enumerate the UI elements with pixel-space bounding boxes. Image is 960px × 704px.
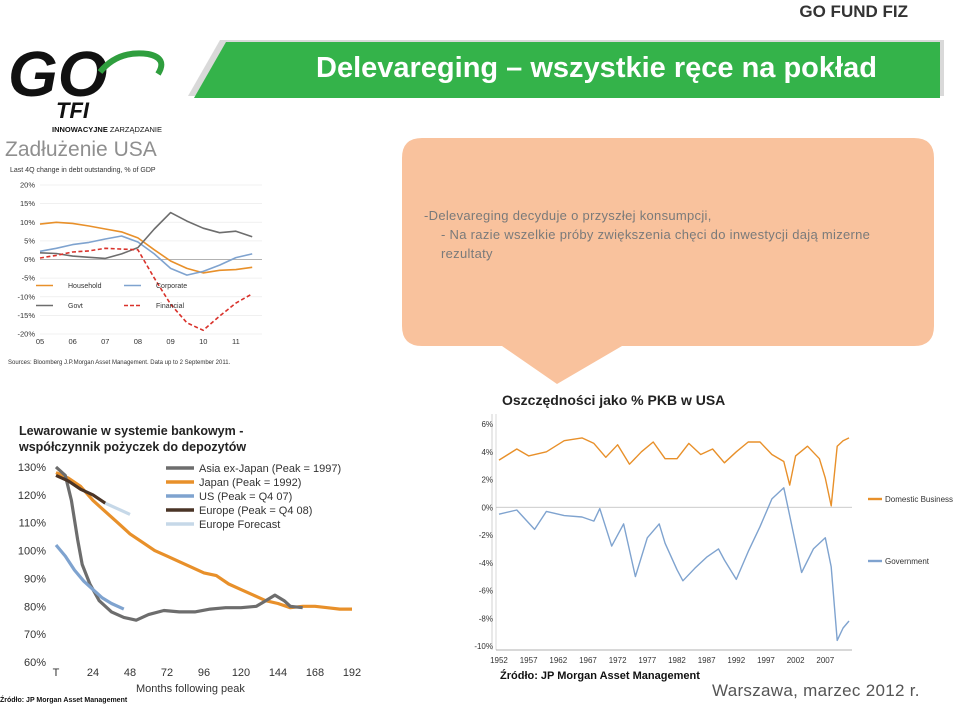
chart-sav-xtick: 1957 bbox=[520, 656, 538, 665]
chart-debt-series-corporate bbox=[39, 235, 253, 276]
chart-sav-ytick: -8% bbox=[479, 614, 493, 623]
chart-lev-ytick: 120% bbox=[18, 490, 46, 502]
chart-sav-xtick: 2007 bbox=[816, 656, 834, 665]
chart-sav-legend-label: Government bbox=[885, 557, 930, 566]
chart-sav-ytick: -2% bbox=[479, 531, 493, 540]
chart-sav-legend-label: Domestic Business bbox=[885, 495, 953, 504]
chart-debt-ytick: -15% bbox=[17, 311, 35, 320]
chart-debt-xtick: 08 bbox=[134, 337, 142, 346]
chart-lev-ytick: 130% bbox=[18, 462, 46, 474]
bubble-line-2: - Na razie wszelkie próby zwiększenia ch… bbox=[441, 227, 871, 261]
chart-debt-xtick: 07 bbox=[101, 337, 109, 346]
chart-lev-xtick: 96 bbox=[198, 667, 210, 679]
chart-debt-ytick: 0% bbox=[24, 255, 35, 264]
chart-debt-legend-label: Govt bbox=[68, 303, 83, 310]
chart-sav-source: Źródło: JP Morgan Asset Management bbox=[500, 669, 700, 682]
chart-lev-ytick: 110% bbox=[19, 518, 47, 530]
chart-sav-ytick: 0% bbox=[481, 503, 493, 512]
chart-sav-xtick: 1977 bbox=[638, 656, 656, 665]
chart-lev-xtick: 192 bbox=[343, 667, 361, 679]
chart-debt-xtick: 10 bbox=[199, 337, 207, 346]
svg-text:INNOWACYJNE ZARZĄDZANIE: INNOWACYJNE ZARZĄDZANIE bbox=[52, 125, 162, 134]
chart-debt-series-household bbox=[39, 221, 253, 274]
chart-sav-xtick: 1987 bbox=[698, 656, 716, 665]
chart-lev-title-2: współczynnik pożyczek do depozytów bbox=[18, 440, 246, 454]
chart-sav-series-1 bbox=[498, 437, 850, 507]
chart-sav-xtick: 1972 bbox=[609, 656, 627, 665]
chart-bank-leverage: Lewarowanie w systemie bankowym - współc… bbox=[0, 424, 361, 704]
chart-sav-xtick: 1992 bbox=[727, 656, 745, 665]
footer-place-date: Warszawa, marzec 2012 r. bbox=[712, 681, 920, 700]
chart-lev-xtick: 72 bbox=[161, 667, 173, 679]
chart-lev-xlabel: Months following peak bbox=[136, 683, 245, 695]
chart-debt-ytick: 15% bbox=[20, 199, 35, 208]
chart-lev-title-1: Lewarowanie w systemie bankowym - bbox=[19, 424, 243, 438]
chart-lev-legend-label: Europe (Peak = Q4 08) bbox=[199, 505, 312, 517]
go-tfi-logo: GO TFI INNOWACYJNE ZARZĄDZANIE bbox=[8, 38, 165, 134]
chart-debt-xtick: 06 bbox=[68, 337, 76, 346]
brand-name: GO FUND FIZ bbox=[799, 2, 908, 21]
chart-debt-ytick: -5% bbox=[22, 274, 36, 283]
speech-bubble bbox=[402, 138, 934, 384]
chart-lev-legend-label: US (Peak = Q4 07) bbox=[199, 491, 292, 503]
chart-debt-ytick: 20% bbox=[20, 181, 35, 190]
bubble-line-1: -Delevareging decyduje o przyszłej konsu… bbox=[424, 208, 712, 223]
chart-debt-series-financial bbox=[39, 247, 253, 332]
chart-lev-xtick: T bbox=[53, 667, 60, 679]
chart-debt-legend-label: Corporate bbox=[156, 283, 187, 290]
chart-sav-series-2 bbox=[498, 487, 850, 642]
chart-debt-xtick: 05 bbox=[36, 337, 44, 346]
chart-lev-ytick: 90% bbox=[24, 573, 46, 585]
chart-debt-ytick: -20% bbox=[17, 330, 35, 339]
chart-sav-ytick: 6% bbox=[481, 420, 493, 429]
debt-heading: Zadłużenie USA bbox=[5, 138, 157, 161]
chart-lev-xtick: 168 bbox=[306, 667, 324, 679]
chart-debt-ytick: 5% bbox=[24, 236, 35, 245]
chart-lev-ytick: 60% bbox=[24, 657, 46, 669]
chart-lev-ytick: 70% bbox=[24, 629, 46, 641]
chart-sav-ytick: 4% bbox=[481, 448, 493, 457]
chart-sav-xtick: 1962 bbox=[549, 656, 567, 665]
chart-debt-ytick: 10% bbox=[20, 218, 35, 227]
chart-lev-legend-label: Europe Forecast bbox=[199, 519, 280, 531]
chart-lev-xtick: 24 bbox=[87, 667, 99, 679]
chart-debt-legend-label: Financial bbox=[156, 303, 184, 310]
chart-sav-xtick: 1997 bbox=[757, 656, 775, 665]
chart-us-savings: Oszczędności jako % PKB w USA 6% 4% 2% 0% -2… bbox=[474, 392, 953, 682]
chart-lev-legend-label: Asia ex-Japan (Peak = 1997) bbox=[199, 463, 341, 475]
chart-lev-xtick: 120 bbox=[232, 667, 250, 679]
chart-debt-legend-label: Household bbox=[68, 283, 102, 290]
chart-lev-xtick: 144 bbox=[269, 667, 287, 679]
chart-lev-ytick: 80% bbox=[24, 601, 46, 613]
chart-lev-series-3 bbox=[54, 543, 125, 611]
title-banner bbox=[188, 40, 944, 98]
chart-sav-ytick: -10% bbox=[474, 642, 493, 651]
chart-lev-source: Źródło: JP Morgan Asset Management bbox=[0, 695, 128, 704]
bubble-text: -Delevareging decyduje o przyszłej konsu… bbox=[424, 206, 922, 263]
chart-sav-xtick: 1982 bbox=[668, 656, 686, 665]
chart-sav-ytick: -6% bbox=[479, 587, 493, 596]
chart-lev-series-5 bbox=[104, 501, 131, 516]
chart-sav-xtick: 2002 bbox=[787, 656, 805, 665]
chart-lev-ytick: 100% bbox=[18, 546, 46, 558]
chart-lev-xtick: 48 bbox=[124, 667, 136, 679]
chart-debt-ytick: -10% bbox=[17, 292, 35, 301]
chart-debt-xtick: 09 bbox=[166, 337, 174, 346]
chart-lev-series-1 bbox=[54, 465, 303, 622]
chart-lev-series-4 bbox=[55, 473, 107, 505]
svg-text:TFI: TFI bbox=[56, 98, 90, 123]
chart-sav-xtick: 1967 bbox=[579, 656, 597, 665]
chart-sav-ytick: -4% bbox=[479, 559, 493, 568]
chart-debt-title: Last 4Q change in debt outstanding, % of… bbox=[10, 167, 156, 174]
chart-debt-series-govt bbox=[39, 211, 253, 260]
chart-lev-legend-label: Japan (Peak = 1992) bbox=[199, 477, 301, 489]
chart-sav-ytick: 2% bbox=[481, 476, 493, 485]
svg-text:GO: GO bbox=[8, 38, 108, 110]
chart-sav-xtick: 1952 bbox=[490, 656, 508, 665]
slide-title: Delevareging – wszystkie ręce na pokład bbox=[316, 52, 877, 84]
chart-us-debt: Last 4Q change in debt outstanding, % of… bbox=[8, 167, 262, 366]
chart-sav-title: Oszczędności jako % PKB w USA bbox=[502, 392, 725, 408]
chart-debt-source: Sources: Bloomberg J.P.Morgan Asset Mana… bbox=[8, 360, 231, 366]
chart-debt-xtick: 11 bbox=[232, 337, 240, 346]
